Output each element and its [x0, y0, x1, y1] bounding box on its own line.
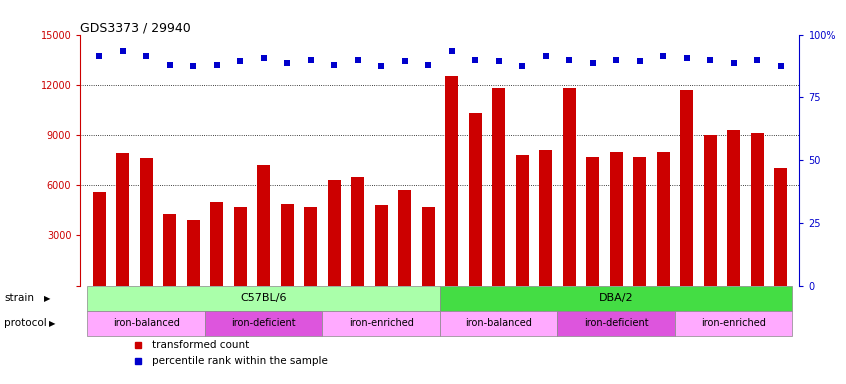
Text: iron-deficient: iron-deficient — [584, 318, 649, 328]
Point — [351, 56, 365, 63]
Point — [186, 63, 200, 70]
Bar — [680, 90, 693, 286]
Bar — [93, 192, 106, 286]
Point — [257, 55, 271, 61]
Bar — [187, 220, 200, 286]
Text: ▶: ▶ — [49, 319, 56, 328]
Bar — [375, 205, 387, 286]
Bar — [586, 157, 599, 286]
Text: iron-enriched: iron-enriched — [701, 318, 766, 328]
Point — [563, 56, 576, 63]
Point — [140, 53, 153, 60]
Bar — [492, 88, 505, 286]
Bar — [563, 88, 575, 286]
Bar — [750, 133, 764, 286]
Point — [116, 48, 129, 55]
Point — [210, 61, 223, 68]
Bar — [233, 207, 247, 286]
Bar — [774, 169, 787, 286]
Bar — [116, 153, 129, 286]
Text: DBA/2: DBA/2 — [599, 293, 634, 303]
Text: iron-balanced: iron-balanced — [113, 318, 179, 328]
Bar — [516, 155, 529, 286]
Point — [398, 58, 411, 65]
Bar — [728, 130, 740, 286]
Bar — [656, 152, 670, 286]
Text: ▶: ▶ — [44, 294, 51, 303]
Point — [703, 56, 717, 63]
Point — [163, 61, 177, 68]
Bar — [539, 150, 552, 286]
Point — [539, 53, 552, 60]
Bar — [205, 311, 322, 336]
Bar — [87, 311, 205, 336]
Point — [280, 60, 294, 66]
Point — [774, 63, 788, 70]
Text: percentile rank within the sample: percentile rank within the sample — [152, 356, 328, 366]
Bar — [257, 165, 270, 286]
Bar — [633, 157, 646, 286]
Bar — [281, 204, 294, 286]
Bar — [398, 190, 411, 286]
Point — [492, 58, 505, 65]
Point — [727, 60, 740, 66]
Text: iron-balanced: iron-balanced — [465, 318, 532, 328]
Text: strain: strain — [4, 293, 34, 303]
Point — [327, 61, 341, 68]
Point — [469, 56, 482, 63]
Bar — [469, 113, 481, 286]
Point — [92, 53, 106, 60]
Bar — [140, 158, 152, 286]
Point — [375, 63, 388, 70]
Bar — [305, 207, 317, 286]
Bar — [610, 152, 623, 286]
Text: protocol: protocol — [4, 318, 47, 328]
Bar — [163, 214, 176, 286]
Point — [445, 48, 459, 55]
Bar — [421, 207, 435, 286]
Point — [586, 60, 600, 66]
Point — [656, 53, 670, 60]
Point — [609, 56, 623, 63]
Bar — [440, 311, 558, 336]
Bar — [675, 311, 793, 336]
Bar — [445, 76, 459, 286]
Bar — [440, 286, 793, 311]
Point — [304, 56, 317, 63]
Point — [633, 58, 646, 65]
Text: iron-deficient: iron-deficient — [231, 318, 296, 328]
Bar — [704, 135, 717, 286]
Point — [233, 58, 247, 65]
Text: C57BL/6: C57BL/6 — [240, 293, 287, 303]
Point — [750, 56, 764, 63]
Text: iron-enriched: iron-enriched — [349, 318, 414, 328]
Bar — [327, 180, 341, 286]
Bar — [351, 177, 364, 286]
Bar — [87, 286, 440, 311]
Bar — [322, 311, 440, 336]
Text: transformed count: transformed count — [152, 340, 250, 350]
Text: GDS3373 / 29940: GDS3373 / 29940 — [80, 22, 191, 35]
Bar — [210, 202, 223, 286]
Point — [421, 61, 435, 68]
Bar — [558, 311, 675, 336]
Point — [515, 63, 529, 70]
Point — [680, 55, 694, 61]
